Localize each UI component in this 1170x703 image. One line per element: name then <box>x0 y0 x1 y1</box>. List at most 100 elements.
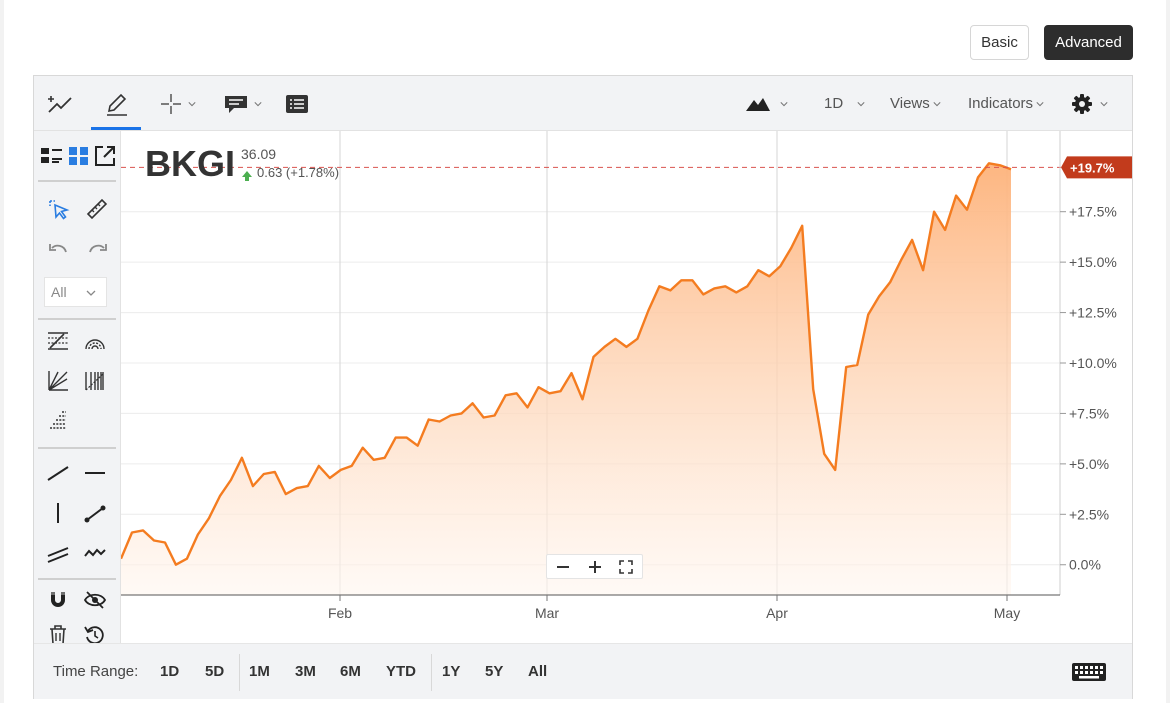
fullscreen-button[interactable] <box>610 555 642 578</box>
pop-out-icon[interactable] <box>93 144 117 168</box>
annotations-button[interactable] <box>224 76 262 131</box>
chevron-down-icon <box>86 290 96 296</box>
redo-icon[interactable] <box>85 237 109 261</box>
last-value-label-bg <box>1061 156 1132 179</box>
comment-icon <box>225 95 247 113</box>
add-comparison-icon <box>48 95 72 113</box>
x-tick-label: May <box>994 605 1020 621</box>
indicators-label: Indicators <box>968 95 1034 112</box>
range-separator <box>239 654 240 691</box>
y-tick-label: +5.0% <box>1069 456 1109 472</box>
reset-icon[interactable] <box>83 623 107 647</box>
crosshair-button[interactable] <box>160 76 196 131</box>
chart-frame: 1D Views Indicators <box>33 75 1133 699</box>
gear-icon <box>1072 93 1092 114</box>
y-tick-label: 0.0% <box>1069 557 1101 573</box>
table-icon <box>286 94 308 113</box>
range-5y-button[interactable]: 5Y <box>485 663 504 680</box>
basic-mode-button[interactable]: Basic <box>970 25 1029 60</box>
page: Basic Advanced <box>4 0 1166 703</box>
chevron-down-icon <box>188 101 196 106</box>
gann-fan-icon[interactable] <box>46 369 70 393</box>
ruler-icon[interactable] <box>85 197 109 221</box>
drawings-filter-select[interactable]: All <box>44 277 107 307</box>
settings-button[interactable] <box>1072 76 1108 131</box>
horizontal-line-icon[interactable] <box>83 461 107 485</box>
chevron-down-icon <box>1036 101 1044 106</box>
range-1m-button[interactable]: 1M <box>249 663 270 680</box>
y-tick-label: +17.5% <box>1069 204 1117 220</box>
advanced-mode-button[interactable]: Advanced <box>1044 25 1133 60</box>
range-3m-button[interactable]: 3M <box>295 663 316 680</box>
fib-arcs-icon[interactable] <box>83 329 107 353</box>
add-comparison-button[interactable] <box>46 76 74 131</box>
range-all-button[interactable]: All <box>528 663 548 680</box>
draw-button[interactable] <box>104 76 130 131</box>
hide-drawings-icon[interactable] <box>83 588 107 612</box>
chevron-down-icon <box>780 101 788 106</box>
range-1d-button[interactable]: 1D <box>160 663 180 680</box>
vertical-line-icon[interactable] <box>46 501 70 525</box>
zoom-in-button[interactable] <box>579 555 611 578</box>
x-tick-label: Apr <box>766 605 788 621</box>
indicators-dropdown[interactable]: Indicators <box>968 76 1044 131</box>
y-tick-label: +10.0% <box>1069 355 1117 371</box>
views-label: Views <box>890 95 930 112</box>
x-tick-label: Mar <box>535 605 559 621</box>
y-tick-label: +2.5% <box>1069 506 1109 522</box>
chart-toolbar: 1D Views Indicators <box>34 76 1132 131</box>
last-value-text: +19.7% <box>1070 160 1115 175</box>
select-cursor-icon[interactable] <box>47 197 71 221</box>
data-table-button[interactable] <box>286 76 308 131</box>
y-tick-label: +12.5% <box>1069 305 1117 321</box>
range-5d-button[interactable]: 5D <box>205 663 225 680</box>
range-separator <box>431 654 432 691</box>
grid-view-icon[interactable] <box>67 144 91 168</box>
pencil-icon <box>107 93 127 116</box>
list-view-icon[interactable] <box>40 144 64 168</box>
plus-icon <box>588 560 601 573</box>
crosshair-icon <box>161 93 181 114</box>
parallel-channel-icon[interactable] <box>46 541 70 565</box>
speed-lines-icon[interactable] <box>46 407 70 431</box>
drawing-tools-panel: All <box>34 131 121 645</box>
tools-separator <box>38 578 116 580</box>
draw-active-indicator <box>91 127 141 130</box>
fib-timezones-icon[interactable] <box>83 369 107 393</box>
undo-icon[interactable] <box>47 237 71 261</box>
views-dropdown[interactable]: Views <box>890 76 941 131</box>
x-tick-label: Feb <box>328 605 352 621</box>
chevron-down-icon <box>1100 101 1108 106</box>
freehand-line-icon[interactable] <box>83 541 107 565</box>
range-1y-button[interactable]: 1Y <box>442 663 461 680</box>
range-ytd-button[interactable]: YTD <box>386 663 416 680</box>
arrow-up-icon <box>242 171 252 181</box>
minus-icon <box>556 565 569 568</box>
keyboard-icon[interactable] <box>1072 663 1106 681</box>
y-tick-label: +7.5% <box>1069 405 1109 421</box>
quote-change: 0.63 (+1.78%) <box>257 165 339 180</box>
fib-retracement-icon[interactable] <box>46 329 70 353</box>
time-range-label: Time Range: <box>53 663 139 680</box>
chart-type-button[interactable] <box>746 76 788 131</box>
y-axis-ticks: 0.0% +2.5% +5.0% +7.5% +10.0% +12.5% +15.0% +17… <box>1060 204 1117 573</box>
ticker-symbol: BKGI <box>145 143 235 184</box>
ray-line-icon[interactable] <box>83 501 107 525</box>
magnet-icon[interactable] <box>46 588 70 612</box>
x-axis-ticks: Feb Mar Apr May <box>328 595 1020 621</box>
time-range-bar: Time Range: 1D 5D 1M 3M 6M YTD 1Y 5Y All <box>34 643 1132 699</box>
chevron-down-icon <box>857 101 865 106</box>
price-chart[interactable]: 0.0% +2.5% +5.0% +7.5% +10.0% +12.5% +15.0% +17… <box>121 131 1132 643</box>
trend-line-icon[interactable] <box>46 461 70 485</box>
range-6m-button[interactable]: 6M <box>340 663 361 680</box>
price-area-fill <box>121 163 1011 596</box>
zoom-out-button[interactable] <box>547 555 579 578</box>
quote-price: 36.09 <box>241 146 276 162</box>
tools-separator <box>38 447 116 449</box>
drawings-filter-value: All <box>51 284 67 300</box>
interval-dropdown[interactable]: 1D <box>824 76 865 131</box>
last-value-label: +19.7% <box>1061 156 1132 179</box>
tools-separator <box>38 318 116 320</box>
chevron-down-icon <box>254 101 262 106</box>
interval-label: 1D <box>824 95 844 112</box>
